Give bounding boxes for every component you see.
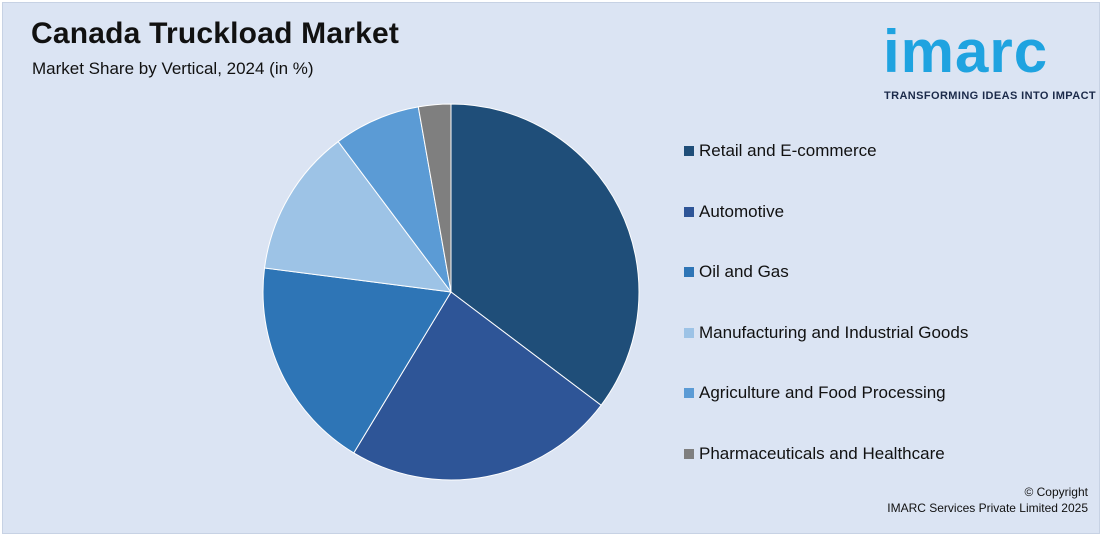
copyright-notice: © Copyright IMARC Services Private Limit… [887, 484, 1088, 516]
legend-swatch [684, 327, 694, 338]
pie-slice-automotive [353, 291, 602, 481]
pie-slice-oil-and-gas [262, 267, 452, 454]
legend-label: Automotive [699, 201, 785, 221]
legend-item: Oil and Gas [684, 261, 789, 283]
copyright-line-1: © Copyright [1024, 485, 1088, 499]
legend-swatch [684, 267, 694, 278]
pie-slice-pharmaceuticals-and-healthcare [417, 103, 452, 293]
legend-label: Pharmaceuticals and Healthcare [699, 444, 945, 463]
legend-item: Retail and E-commerce [684, 140, 877, 162]
legend-item: Pharmaceuticals and Healthcare [684, 443, 945, 465]
legend-label: Agriculture and Food Processing [699, 383, 946, 403]
logo-tagline: TRANSFORMING IDEAS INTO IMPACT [884, 90, 1097, 102]
legend-swatch [684, 146, 694, 156]
chart-subtitle: Market Share by Vertical, 2024 (in %) [32, 59, 314, 78]
imarc-logo: imarc TRANSFORMING IDEAS INTO IMPACT [880, 12, 1097, 104]
legend-label: Manufacturing and Industrial Goods [699, 322, 969, 342]
logo-wordmark: imarc [883, 18, 1049, 85]
legend-item: Automotive [684, 201, 784, 223]
pie-slices [262, 103, 640, 481]
pie-slice-retail-and-e-commerce [450, 103, 640, 406]
legend-swatch [684, 388, 694, 399]
legend-label: Oil and Gas [699, 262, 789, 282]
copyright-line-2: IMARC Services Private Limited 2025 [887, 501, 1088, 515]
legend-item: Manufacturing and Industrial Goods [684, 322, 968, 344]
legend-label: Retail and E-commerce [699, 141, 877, 160]
chart-title: Canada Truckload Market [31, 17, 400, 50]
legend-swatch [684, 206, 694, 217]
pie-slice-manufacturing-and-industrial-goods [263, 140, 453, 293]
legend-swatch [684, 449, 694, 459]
legend-item: Agriculture and Food Processing [684, 382, 946, 404]
